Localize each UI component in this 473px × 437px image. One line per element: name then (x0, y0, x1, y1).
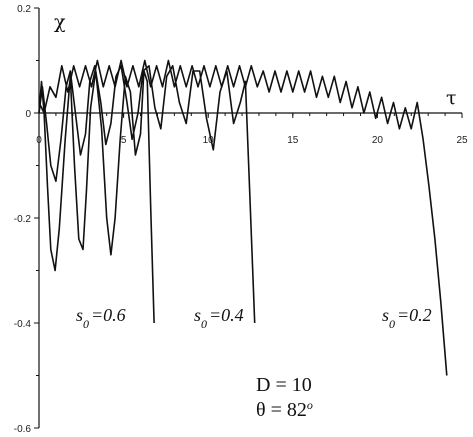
annotation-theta-param: θ = 82o (256, 398, 313, 421)
x-tick-label: 20 (372, 135, 384, 146)
series-line-2 (38, 59, 448, 376)
y-tick-label: -0.6 (14, 424, 32, 435)
x-tick-label: 10 (203, 135, 215, 146)
y-tick-label: 0.2 (17, 4, 31, 15)
y-tick-label: -0.2 (14, 214, 32, 225)
x-tick-label: 15 (287, 135, 299, 146)
y-tick-label: -0.4 (14, 319, 32, 330)
y-ticks: 0.2 0 -0.2 -0.4 -0.6 (14, 4, 39, 435)
x-tick-label: 5 (121, 135, 127, 146)
annotation-theta-value: θ = 82 (256, 399, 307, 421)
annotation-d-param: D = 10 (256, 374, 312, 396)
y-axis-label: χ (54, 11, 66, 33)
series-line-1 (38, 65, 256, 324)
x-tick-label: 25 (456, 135, 468, 146)
x-tick-label: 0 (36, 135, 42, 146)
series-label-s0-0.6: s0 =0.6 (76, 305, 126, 331)
series-label-s0-0.4: s0 =0.4 (194, 305, 244, 331)
x-ticks: 0 5 10 15 20 25 (36, 113, 468, 146)
series-label-s0-0.2: s0 =0.2 (382, 305, 432, 331)
y-tick-label: 0 (25, 109, 31, 120)
x-axis-label: τ (446, 87, 457, 109)
series-line-0 (38, 70, 155, 324)
series-group (38, 59, 448, 376)
annotation-theta-degree: o (307, 398, 313, 412)
